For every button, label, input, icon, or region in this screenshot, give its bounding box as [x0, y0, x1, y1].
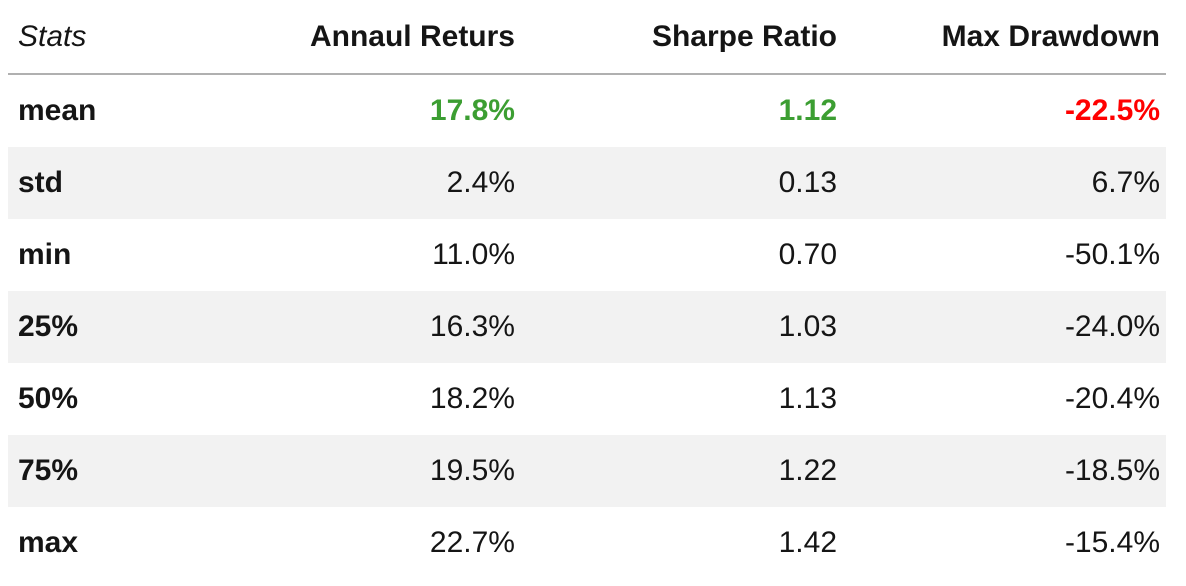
max-drawdown-cell: -20.4% — [1064, 382, 1160, 415]
annual-return-cell: 11.0% — [432, 238, 515, 271]
stat-label-cell: 50% — [18, 382, 79, 415]
row-mean: mean 17.8% 1.12 -22.5% — [8, 74, 1166, 147]
sharpe-ratio-cell: 1.22 — [778, 454, 837, 487]
max-drawdown-cell: -15.4% — [1064, 526, 1160, 559]
stat-label-cell: std — [18, 166, 63, 199]
row-50pct: 50% 18.2% 1.13 -20.4% — [8, 363, 1166, 435]
annual-return-cell: 17.8% — [429, 94, 515, 127]
row-max: max 22.7% 1.42 -15.4% — [8, 507, 1166, 579]
row-std: std 2.4% 0.13 6.7% — [8, 147, 1166, 219]
sharpe-ratio-cell: 1.42 — [778, 526, 837, 559]
annual-return-cell: 22.7% — [429, 526, 515, 559]
sharpe-ratio-cell: 1.03 — [778, 310, 837, 343]
max-drawdown-cell: -22.5% — [1064, 94, 1160, 127]
stat-label-cell: max — [18, 526, 79, 559]
annual-return-cell: 19.5% — [429, 454, 515, 487]
header-annual-returns: Annaul Returs — [288, 0, 515, 75]
header-max-drawdown: Max Drawdown — [837, 0, 1166, 75]
stat-label-cell: 25% — [18, 310, 79, 343]
row-75pct: 75% 19.5% 1.22 -18.5% — [8, 435, 1166, 507]
header-stats: Stats — [8, 0, 288, 75]
table-header: Stats Annaul Returs Sharpe Ratio Max Dra… — [8, 0, 1166, 75]
table-body: mean 17.8% 1.12 -22.5% std 2.4% 0.13 6.7… — [8, 74, 1166, 579]
max-drawdown-cell: -50.1% — [1064, 238, 1160, 271]
max-drawdown-cell: 6.7% — [1091, 166, 1160, 199]
annual-return-cell: 18.2% — [429, 382, 515, 415]
header-sharpe-ratio: Sharpe Ratio — [515, 0, 837, 75]
stats-summary-table: Stats Annaul Returs Sharpe Ratio Max Dra… — [8, 0, 1166, 579]
sharpe-ratio-cell: 0.70 — [778, 238, 837, 271]
annual-return-cell: 2.4% — [446, 166, 515, 199]
max-drawdown-cell: -18.5% — [1064, 454, 1160, 487]
max-drawdown-cell: -24.0% — [1064, 310, 1160, 343]
annual-return-cell: 16.3% — [429, 310, 515, 343]
row-25pct: 25% 16.3% 1.03 -24.0% — [8, 291, 1166, 363]
sharpe-ratio-cell: 1.12 — [778, 94, 837, 127]
sharpe-ratio-cell: 1.13 — [778, 382, 837, 415]
stat-label-cell: min — [18, 238, 72, 271]
sharpe-ratio-cell: 0.13 — [778, 166, 837, 199]
stat-label-cell: 75% — [18, 454, 79, 487]
row-min: min 11.0% 0.70 -50.1% — [8, 219, 1166, 291]
header-row: Stats Annaul Returs Sharpe Ratio Max Dra… — [8, 0, 1166, 75]
stat-label-cell: mean — [18, 94, 97, 127]
